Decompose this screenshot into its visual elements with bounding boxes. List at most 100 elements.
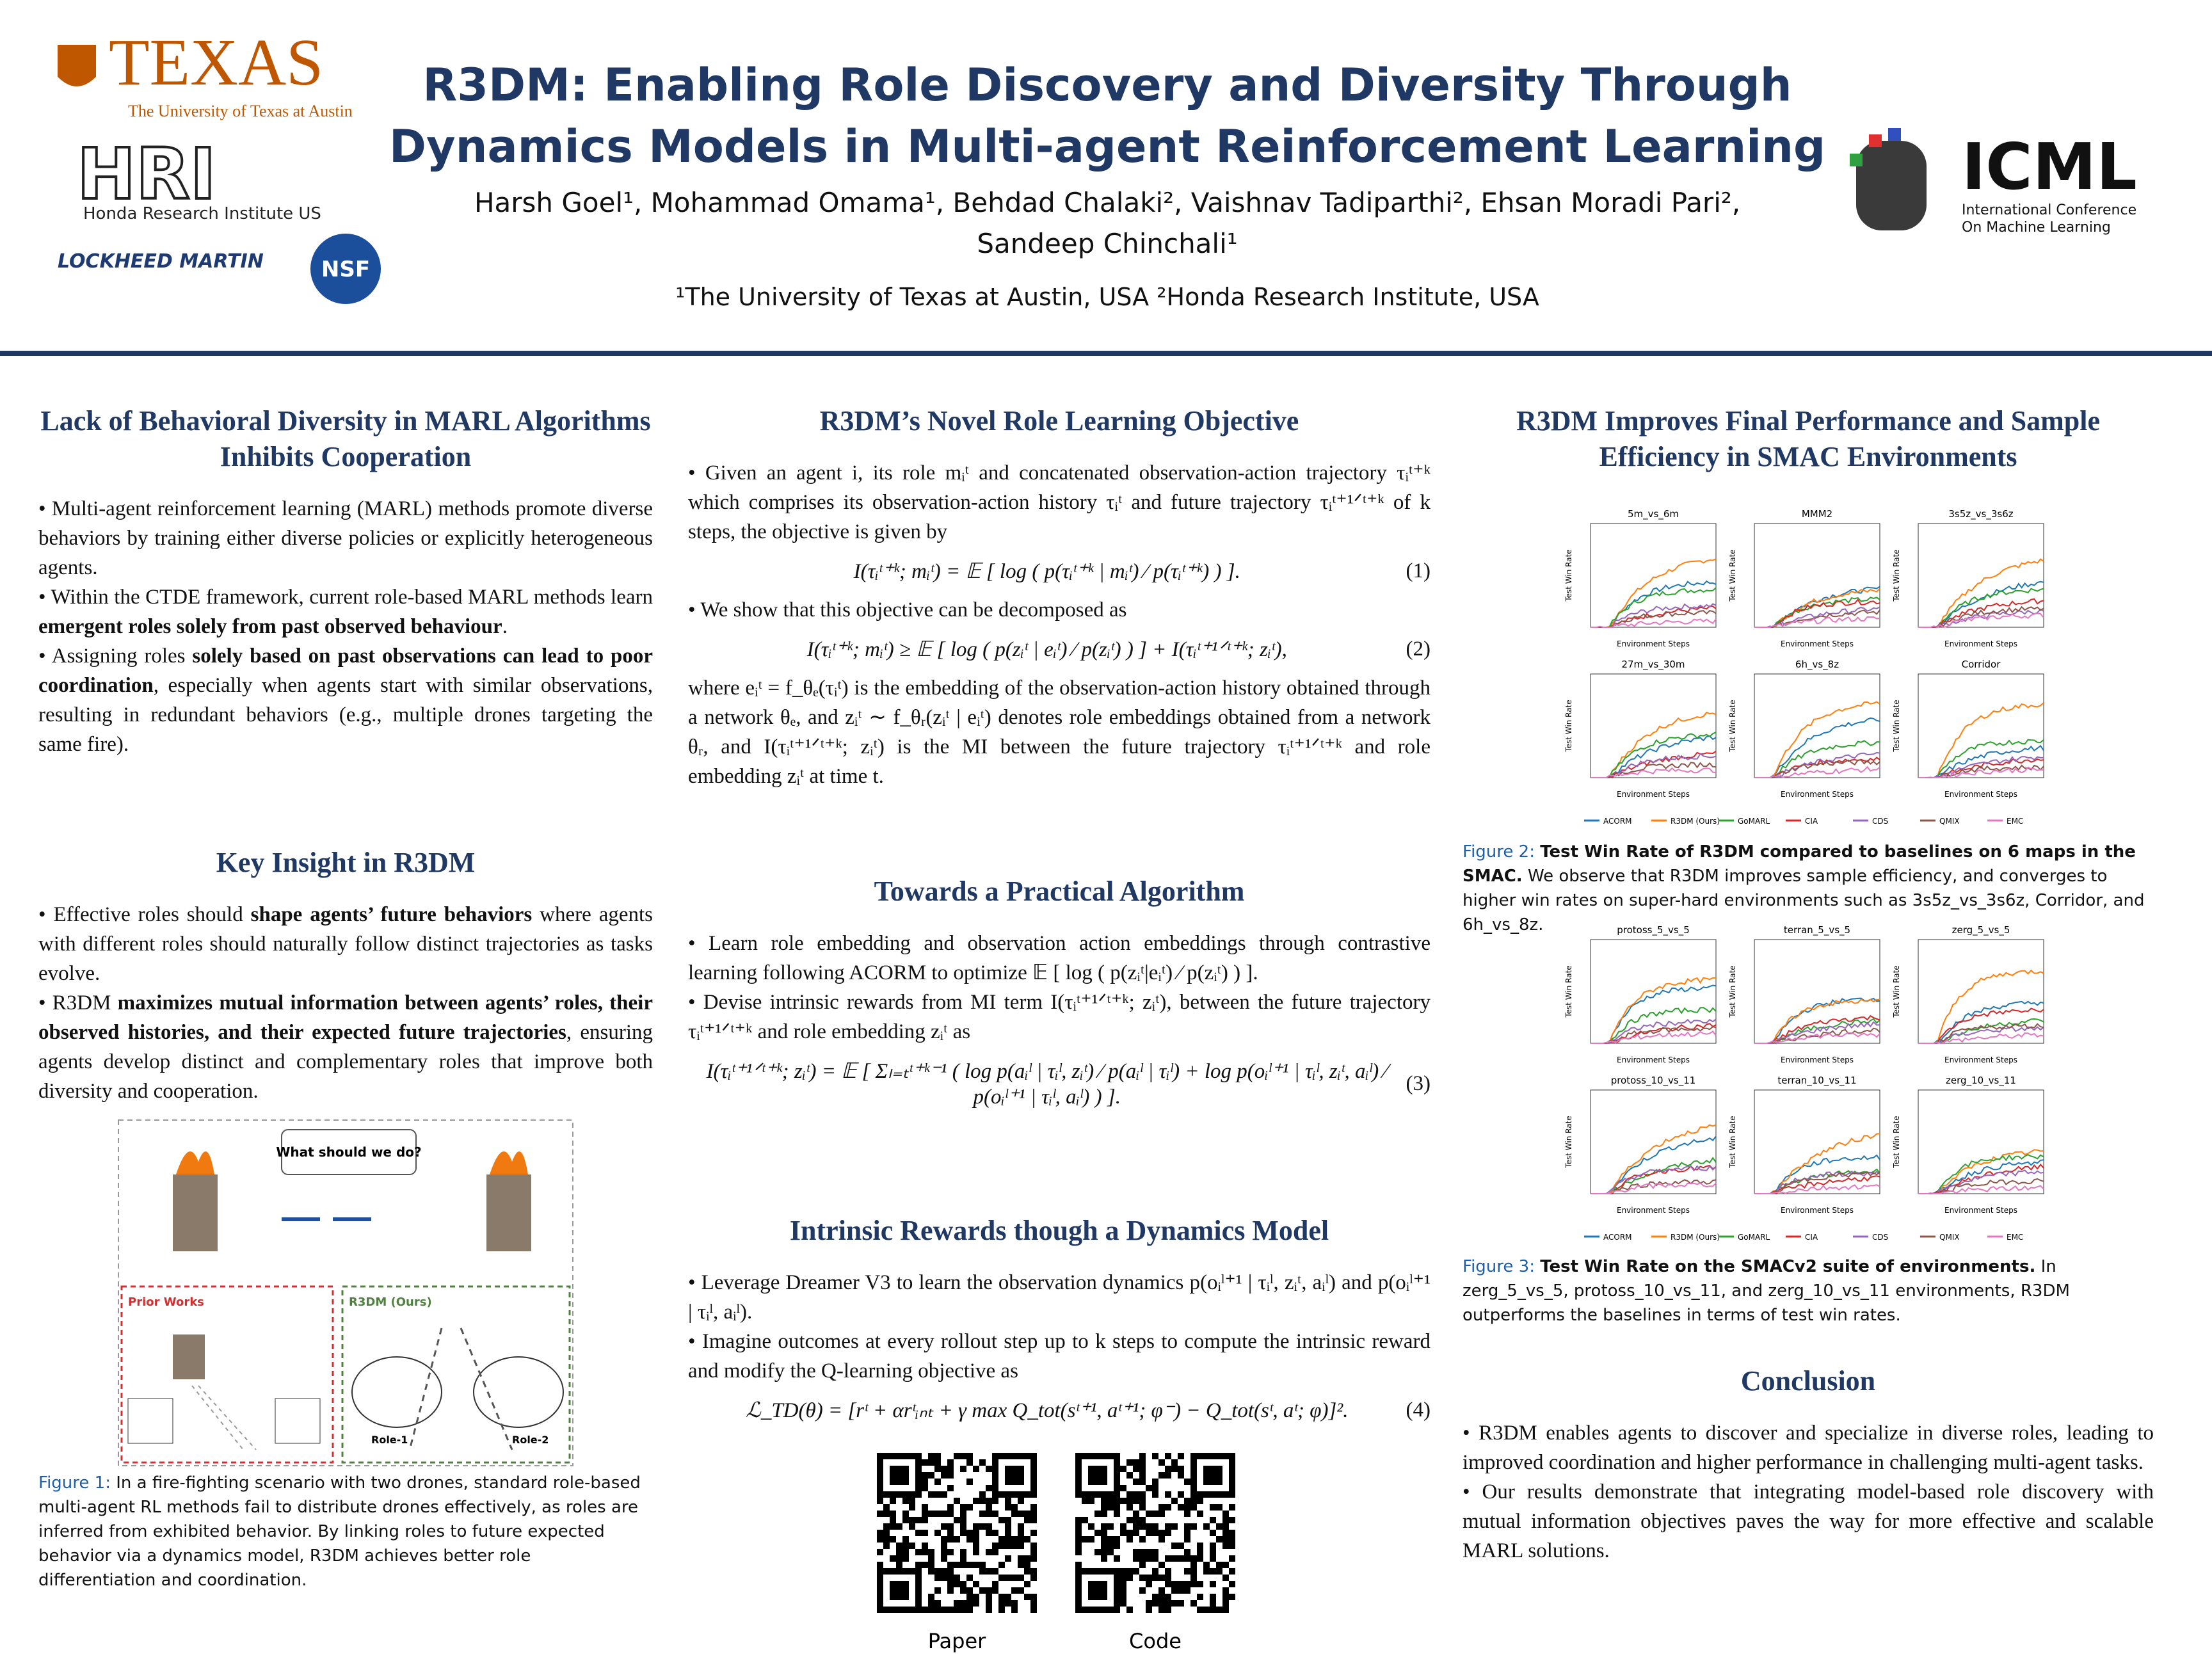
- qr-cell: [954, 1600, 960, 1607]
- curve: [1754, 1021, 1880, 1044]
- qr-cell: [1178, 1504, 1184, 1511]
- qr-cell: [1018, 1472, 1024, 1479]
- text: • We show that this objective can be dec…: [688, 598, 1127, 621]
- qr-cell: [1190, 1479, 1197, 1485]
- speech-text: What should we do?: [276, 1144, 421, 1160]
- caption-bold: Test Win Rate on the SMACv2 suite of env…: [1540, 1257, 2036, 1276]
- qr-cell: [1222, 1517, 1229, 1523]
- qr-label: Code: [1129, 1629, 1182, 1653]
- qr-cell: [1139, 1575, 1146, 1581]
- qr-cell: [1216, 1472, 1222, 1479]
- qr-cell: [979, 1459, 986, 1466]
- qr-cell: [1030, 1600, 1037, 1607]
- qr-cell: [1190, 1491, 1197, 1498]
- qr-cell: [928, 1568, 934, 1575]
- qr-cell: [1210, 1504, 1216, 1511]
- qr-cell: [1018, 1498, 1024, 1504]
- qr-cell: [1216, 1568, 1222, 1575]
- curve: [1918, 1023, 2044, 1044]
- qr-cell: [877, 1472, 883, 1479]
- qr-cell: [877, 1568, 883, 1575]
- qr-cell: [1101, 1587, 1107, 1594]
- qr-cell: [883, 1568, 890, 1575]
- author-line: Sandeep Chinchali¹: [977, 228, 1238, 259]
- hri-logo: HRI: [77, 133, 216, 215]
- qr-cell: [1024, 1453, 1030, 1459]
- qr-cell: [915, 1472, 922, 1479]
- qr-cell: [1197, 1607, 1203, 1613]
- qr-cell: [941, 1568, 947, 1575]
- qr-cell: [1094, 1479, 1101, 1485]
- qr-cell: [1114, 1536, 1120, 1543]
- qr-cell: [1229, 1536, 1235, 1543]
- qr-cell: [992, 1491, 998, 1498]
- qr-cell: [909, 1517, 915, 1523]
- qr-cell: [1030, 1453, 1037, 1459]
- qr-cell: [941, 1607, 947, 1613]
- qr-cell: [890, 1587, 896, 1594]
- qr-cell: [928, 1562, 934, 1568]
- qr-cell: [1018, 1555, 1024, 1562]
- section-title: Conclusion: [1740, 1365, 1876, 1397]
- qr-cell: [1075, 1517, 1082, 1523]
- qr-cell: [1126, 1498, 1133, 1504]
- qr-cell: [979, 1587, 986, 1594]
- qr-cell: [1088, 1479, 1094, 1485]
- qr-cell: [1158, 1536, 1165, 1543]
- qr-cell: [1197, 1491, 1203, 1498]
- qr-cell: [1011, 1472, 1018, 1479]
- qr-cell: [1171, 1466, 1178, 1472]
- legend-label: EMC: [2007, 1233, 2023, 1242]
- qr-cell: [992, 1459, 998, 1466]
- x-axis-label: Environment Steps: [1617, 790, 1690, 799]
- qr-cell: [941, 1523, 947, 1530]
- panel-title: terran_10_vs_11: [1777, 1075, 1856, 1087]
- qr-cell: [896, 1581, 902, 1587]
- qr-cell: [992, 1511, 998, 1517]
- qr-cell: [877, 1562, 883, 1568]
- qr-cell: [1120, 1530, 1126, 1536]
- qr-cell: [1171, 1581, 1178, 1587]
- qr-cell: [1152, 1530, 1158, 1536]
- qr-cell: [1030, 1485, 1037, 1491]
- qr-cell: [1139, 1549, 1146, 1555]
- qr-cell: [1101, 1607, 1107, 1613]
- qr-cell: [1158, 1587, 1165, 1594]
- qr-cell: [1197, 1498, 1203, 1504]
- qr-cell: [1165, 1472, 1171, 1479]
- qr-cell: [1216, 1562, 1222, 1568]
- qr-label: Paper: [928, 1629, 986, 1653]
- qr-cell: [960, 1511, 966, 1517]
- qr-cell: [966, 1530, 973, 1536]
- qr-cell: [915, 1562, 922, 1568]
- text: • R3DM enables agents to discover and sp…: [1463, 1422, 2154, 1474]
- qr-cell: [1101, 1523, 1107, 1530]
- qr-cell: [934, 1466, 941, 1472]
- qr-cell: [883, 1511, 890, 1517]
- panel-title: protoss_5_vs_5: [1617, 924, 1690, 936]
- qr-cell: [1094, 1472, 1101, 1479]
- qr-cell: [1018, 1575, 1024, 1581]
- qr-cell: [922, 1459, 928, 1466]
- qr-cell: [1011, 1466, 1018, 1472]
- y-axis-label: Test Win Rate: [1728, 965, 1737, 1018]
- qr-cell: [1005, 1530, 1011, 1536]
- qr-cell: [877, 1549, 883, 1555]
- qr-cell: [954, 1562, 960, 1568]
- qr-cell: [1203, 1568, 1210, 1575]
- qr-cell: [1203, 1479, 1210, 1485]
- qr-cell: [890, 1453, 896, 1459]
- qr-cell: [979, 1562, 986, 1568]
- qr-cell: [915, 1530, 922, 1536]
- qr-cell: [1178, 1543, 1184, 1549]
- panel-frame: [1590, 1089, 1717, 1194]
- qr-cell: [934, 1453, 941, 1459]
- y-axis-label: Test Win Rate: [1892, 965, 1901, 1018]
- text: • Effective roles should: [38, 903, 251, 926]
- text: • Our results demonstrate that integrati…: [1463, 1480, 2154, 1562]
- qr-cell: [1165, 1523, 1171, 1530]
- qr-cell: [1146, 1549, 1152, 1555]
- qr-cell: [1178, 1472, 1184, 1479]
- qr-cell: [1165, 1581, 1171, 1587]
- qr-cell: [1094, 1581, 1101, 1587]
